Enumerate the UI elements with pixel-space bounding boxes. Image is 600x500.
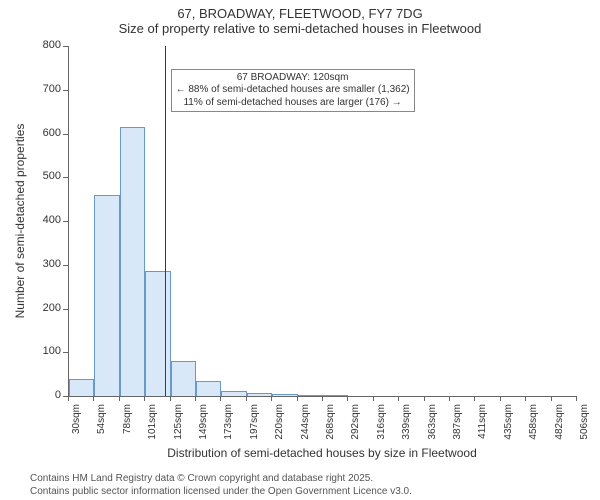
footer-line1: Contains HM Land Registry data © Crown c… <box>30 472 412 485</box>
y-axis-label: Number of semi-detached properties <box>13 111 27 331</box>
y-tick-mark <box>63 134 68 135</box>
x-tick-mark <box>246 396 247 401</box>
x-tick-label: 78sqm <box>122 404 133 449</box>
x-tick-mark <box>119 396 120 401</box>
y-tick-mark <box>63 352 68 353</box>
x-tick-mark <box>474 396 475 401</box>
x-tick-mark <box>220 396 221 401</box>
annotation-line: 11% of semi-detached houses are larger (… <box>176 97 410 110</box>
histogram-bar <box>247 393 272 397</box>
x-tick-mark <box>347 396 348 401</box>
x-tick-mark <box>525 396 526 401</box>
y-tick-label: 100 <box>33 345 61 357</box>
x-tick-label: 30sqm <box>71 404 82 449</box>
chart-title-block: 67, BROADWAY, FLEETWOOD, FY7 7DG Size of… <box>0 6 600 36</box>
x-tick-label: 316sqm <box>376 404 387 449</box>
histogram-bar <box>196 381 221 396</box>
chart-title-line2: Size of property relative to semi-detach… <box>0 21 600 36</box>
x-tick-mark <box>195 396 196 401</box>
y-tick-label: 500 <box>33 170 61 182</box>
histogram-bar <box>69 379 94 397</box>
x-tick-label: 506sqm <box>579 404 590 449</box>
x-tick-label: 101sqm <box>147 404 158 449</box>
x-tick-label: 173sqm <box>223 404 234 449</box>
x-tick-label: 54sqm <box>96 404 107 449</box>
histogram-bar <box>145 271 170 396</box>
y-tick-label: 0 <box>33 389 61 401</box>
footer-attribution: Contains HM Land Registry data © Crown c… <box>30 472 412 498</box>
x-tick-label: 149sqm <box>198 404 209 449</box>
footer-line2: Contains public sector information licen… <box>30 485 412 498</box>
x-tick-label: 197sqm <box>249 404 260 449</box>
x-tick-label: 458sqm <box>528 404 539 449</box>
x-tick-mark <box>373 396 374 401</box>
x-tick-mark <box>500 396 501 401</box>
y-tick-label: 800 <box>33 39 61 51</box>
x-tick-label: 435sqm <box>503 404 514 449</box>
x-tick-label: 292sqm <box>350 404 361 449</box>
annotation-line: ← 88% of semi-detached houses are smalle… <box>176 84 410 97</box>
x-tick-mark <box>398 396 399 401</box>
annotation-box: 67 BROADWAY: 120sqm← 88% of semi-detache… <box>171 69 415 113</box>
x-tick-label: 411sqm <box>477 404 488 449</box>
y-tick-label: 300 <box>33 258 61 270</box>
histogram-bar <box>171 361 196 396</box>
x-tick-label: 339sqm <box>401 404 412 449</box>
x-tick-label: 268sqm <box>325 404 336 449</box>
y-tick-label: 600 <box>33 127 61 139</box>
y-tick-mark <box>63 90 68 91</box>
x-tick-mark <box>449 396 450 401</box>
x-tick-label: 482sqm <box>554 404 565 449</box>
x-tick-mark <box>576 396 577 401</box>
y-tick-mark <box>63 177 68 178</box>
x-tick-label: 363sqm <box>427 404 438 449</box>
histogram-bar <box>94 195 119 396</box>
y-tick-mark <box>63 221 68 222</box>
histogram-bar <box>323 395 348 396</box>
x-tick-mark <box>297 396 298 401</box>
histogram-bar <box>221 391 246 396</box>
y-tick-label: 400 <box>33 214 61 226</box>
x-tick-label: 125sqm <box>173 404 184 449</box>
x-tick-label: 244sqm <box>300 404 311 449</box>
x-tick-mark <box>551 396 552 401</box>
chart-title-line1: 67, BROADWAY, FLEETWOOD, FY7 7DG <box>0 6 600 21</box>
y-tick-mark <box>63 309 68 310</box>
x-axis-label: Distribution of semi-detached houses by … <box>68 446 576 460</box>
x-tick-mark <box>93 396 94 401</box>
x-tick-mark <box>170 396 171 401</box>
y-tick-label: 700 <box>33 83 61 95</box>
x-tick-mark <box>271 396 272 401</box>
x-tick-label: 220sqm <box>274 404 285 449</box>
y-tick-mark <box>63 265 68 266</box>
plot-area: 67 BROADWAY: 120sqm← 88% of semi-detache… <box>68 46 577 397</box>
histogram-bar <box>298 395 323 396</box>
histogram-bar <box>272 394 297 396</box>
x-tick-mark <box>322 396 323 401</box>
x-tick-mark <box>424 396 425 401</box>
x-tick-mark <box>68 396 69 401</box>
reference-line <box>165 46 166 396</box>
x-tick-mark <box>144 396 145 401</box>
chart-container: 67, BROADWAY, FLEETWOOD, FY7 7DG Size of… <box>0 0 600 500</box>
y-tick-mark <box>63 46 68 47</box>
y-tick-label: 200 <box>33 302 61 314</box>
x-tick-label: 387sqm <box>452 404 463 449</box>
annotation-line: 67 BROADWAY: 120sqm <box>176 72 410 85</box>
histogram-bar <box>120 127 145 396</box>
